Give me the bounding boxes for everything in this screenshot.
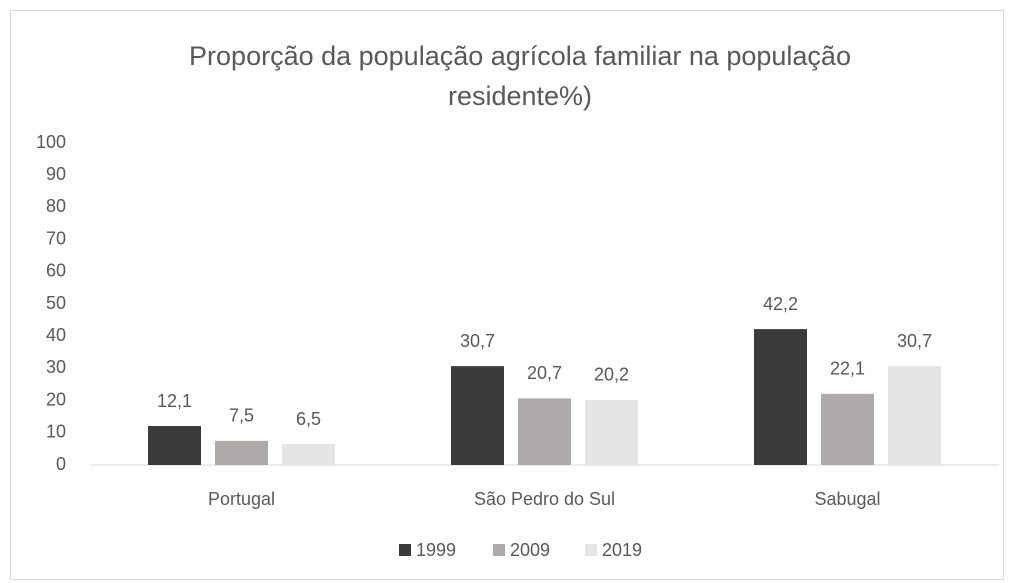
y-tick-label: 90 [46,164,66,184]
bar [215,440,268,465]
data-label: 30,7 [460,331,495,351]
data-label: 12,1 [157,391,192,411]
bar [282,444,335,465]
data-label: 6,5 [296,409,321,429]
y-tick-label: 80 [46,196,66,216]
legend-label: 2019 [602,540,642,560]
legend-label: 1999 [416,540,456,560]
data-label: 42,2 [763,294,798,314]
x-tick-label: São Pedro do Sul [474,489,615,509]
y-tick-label: 30 [46,357,66,377]
y-tick-label: 60 [46,261,66,281]
legend-label: 2009 [510,540,550,560]
legend-swatch [493,544,505,556]
bar [518,398,571,465]
legend-swatch [399,544,411,556]
x-tick-label: Portugal [208,489,275,509]
x-tick-label: Sabugal [814,489,880,509]
y-tick-label: 70 [46,228,66,248]
y-tick-label: 0 [56,454,66,474]
data-label: 20,7 [527,363,562,383]
y-tick-label: 100 [36,132,66,152]
y-tick-label: 40 [46,325,66,345]
data-label: 20,2 [594,365,629,385]
legend-swatch [585,544,597,556]
y-tick-label: 20 [46,389,66,409]
bar [585,399,638,465]
chart-title: Proporção da população agrícola familiar… [189,41,851,111]
data-label: 7,5 [229,406,254,426]
y-tick-label: 10 [46,422,66,442]
bar [148,426,201,465]
chart-border [10,10,1004,580]
bar [888,366,941,465]
bar [754,329,807,465]
bar [451,366,504,465]
y-tick-label: 50 [46,293,66,313]
data-label: 22,1 [830,359,865,379]
bar [821,393,874,465]
data-label: 30,7 [897,331,932,351]
